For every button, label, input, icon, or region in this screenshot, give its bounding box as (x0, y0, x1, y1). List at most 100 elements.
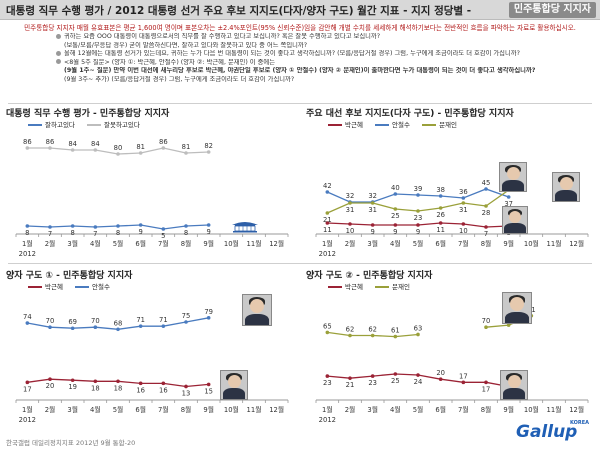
data-label: 16 (159, 386, 168, 394)
data-point (25, 146, 30, 150)
question-line: (9월 3주~ 추가) (모름/응답거절 경우) 그럼, 누구에게 조금이라도 … (64, 75, 295, 83)
chart-legend: 박근혜 안철수 (28, 281, 120, 291)
data-point (161, 146, 166, 150)
data-point (370, 201, 375, 205)
x-tick-label: 8월 (481, 239, 492, 248)
data-point (25, 380, 30, 385)
panel-title: 대통령 직무 수행 평가 - 민주통합당 지지자 (6, 109, 170, 119)
x-tick-label: 10월 (524, 239, 539, 248)
data-point (48, 225, 52, 229)
legend-item: 문재인 (422, 119, 457, 129)
chart-legend: 잘하고있다 잘못하고있다 (28, 119, 150, 129)
data-point (184, 384, 188, 389)
data-label: 42 (323, 182, 332, 190)
data-point (325, 221, 330, 225)
x-tick-label: 12월 (569, 405, 584, 414)
legend-swatch (375, 286, 390, 288)
data-point (161, 227, 166, 231)
x-tick-label: 12월 (569, 239, 584, 248)
x-tick-label: 2월 (45, 405, 56, 414)
bullet-icon (56, 33, 61, 39)
chart-legend: 박근혜 문재인 (328, 281, 420, 291)
data-label: 18 (91, 384, 100, 392)
data-point (93, 148, 98, 152)
data-label: 23 (414, 214, 423, 222)
data-label: 10 (459, 227, 468, 235)
moon-jae-in-photo (499, 162, 527, 192)
data-point (393, 334, 398, 339)
data-label: 7 (93, 230, 97, 238)
data-point (206, 223, 211, 227)
data-label: 17 (459, 372, 468, 380)
data-label: 9 (416, 228, 420, 236)
footer-source: 한국갤럽 데일리정치지표 2012년 9월 통합-20 (6, 439, 136, 447)
data-label: 61 (391, 327, 400, 335)
legend-item: 박근혜 (28, 281, 63, 291)
data-label: 71 (136, 316, 145, 324)
data-label: 10 (346, 227, 355, 235)
data-point (484, 204, 488, 208)
x-tick-label: 3월 (67, 405, 78, 414)
x-tick-label: 4월 (390, 239, 401, 248)
data-label: 21 (323, 216, 332, 224)
data-label: 23 (323, 379, 332, 387)
divider (8, 263, 592, 264)
x-tick-label: 6월 (435, 405, 446, 414)
data-point (116, 327, 120, 332)
data-point (438, 206, 443, 210)
data-label: 21 (346, 381, 355, 389)
data-label: 8 (184, 229, 188, 237)
divider (8, 103, 592, 104)
data-point (348, 376, 352, 380)
data-point (484, 325, 488, 329)
survey-questions: 귀하는 요즘 OOO 대통령이 대통령으로서의 직무를 잘 수행하고 있다고 보… (56, 33, 546, 84)
data-label: 86 (159, 138, 168, 146)
data-label: 20 (46, 382, 55, 390)
data-point (93, 225, 98, 229)
chart-two-way-2: 1월 2월 3월 4월 5월 6월 7월 8월 9월 10월 11월 12월 2012 23 21 23 25 2… (315, 306, 589, 424)
page-title: 대통령 직무 수행 평가 / 2012 대통령 선거 주요 후보 지지도(다자/… (6, 5, 472, 17)
x-tick-label: 7월 (458, 405, 469, 414)
data-point (325, 190, 330, 194)
year-label: 2012 (319, 250, 336, 258)
data-point (416, 332, 420, 337)
logo-sub: KOREA (570, 420, 590, 426)
x-tick-label: 1월 (22, 239, 33, 248)
data-point (70, 224, 75, 228)
x-tick-label: 7월 (158, 405, 169, 414)
chart-legend: 박근혜 안철수 문재인 (328, 119, 467, 129)
data-label: 37 (504, 200, 513, 208)
data-label: 5 (161, 232, 165, 240)
data-point (25, 321, 30, 325)
panel-title: 양자 구도 ② - 민주통합당 지지자 (306, 271, 433, 281)
data-label: 84 (91, 140, 100, 148)
legend-swatch (422, 124, 437, 126)
legend-item: 안철수 (75, 281, 110, 291)
x-tick-label: 5월 (113, 405, 124, 414)
question-line: (9월 1주~ 질문) 만약 이번 대선에 새누리당 후보로 박근혜, 야권단일… (64, 67, 536, 74)
data-label: 82 (204, 142, 213, 150)
panel-title: 양자 구도 ① - 민주통합당 지지자 (6, 271, 133, 281)
legend-swatch (375, 124, 390, 126)
data-point (348, 201, 352, 205)
data-point (325, 330, 330, 335)
legend-swatch (328, 286, 342, 288)
x-tick-label: 7월 (458, 239, 469, 248)
data-point (184, 320, 188, 324)
question-line: <8월 5주 질문> (양자 ①: 박근혜, 안철수) (양자 ②: 박근혜, … (56, 59, 546, 68)
data-point (393, 207, 398, 211)
data-point (184, 151, 188, 155)
ahn-cheol-soo-photo (552, 172, 580, 202)
data-point (138, 381, 143, 386)
data-label: 36 (459, 188, 468, 196)
logo-brand: Gallup (516, 422, 578, 442)
x-tick-label: 5월 (413, 405, 424, 414)
data-label: 75 (182, 312, 191, 320)
data-label: 79 (204, 308, 213, 316)
data-label: 25 (391, 212, 400, 220)
data-point (70, 326, 75, 331)
data-label: 15 (204, 387, 213, 395)
x-tick-label: 4월 (90, 405, 101, 414)
x-tick-label: 10월 (224, 405, 239, 414)
x-tick-label: 1월 (22, 405, 33, 414)
